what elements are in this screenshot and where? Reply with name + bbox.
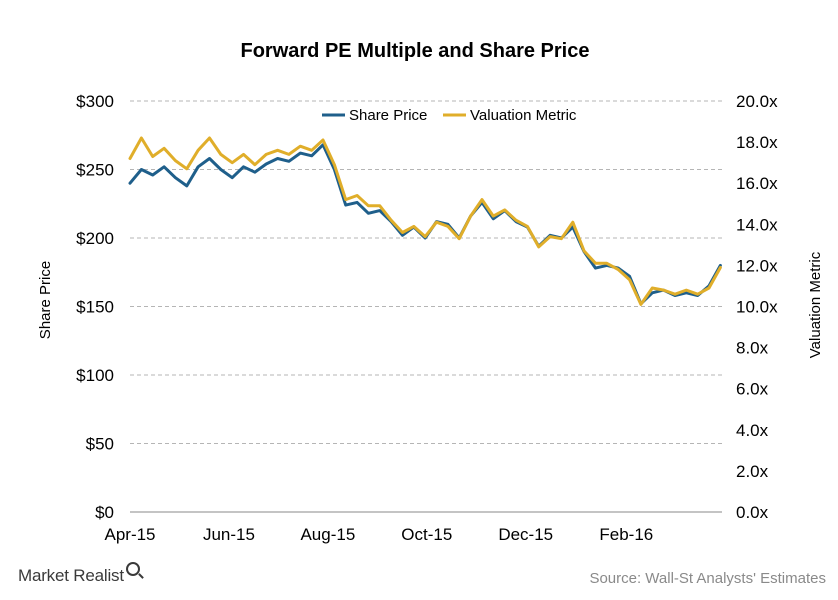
y-tick-label: $50	[86, 435, 114, 454]
x-axis: Apr-15 Jun-15 Aug-15 Oct-15 Dec-15 Feb-16	[104, 525, 653, 544]
x-tick-label: Apr-15	[104, 525, 155, 544]
y2-tick-label: 6.0x	[736, 380, 769, 399]
x-tick-label: Jun-15	[203, 525, 255, 544]
y2-tick-label: 12.0x	[736, 256, 778, 275]
y-tick-label: $0	[95, 503, 114, 522]
series-line-valuation-metric	[128, 136, 722, 306]
legend-label-share-price: Share Price	[349, 107, 427, 124]
legend-label-valuation-metric: Valuation Metric	[470, 107, 577, 124]
y-tick-label: $300	[76, 92, 114, 111]
series-line-share-price	[128, 143, 722, 306]
y-tick-label: $250	[76, 161, 114, 180]
y2-tick-label: 8.0x	[736, 339, 769, 358]
y2-tick-label: 20.0x	[736, 92, 778, 111]
y2-tick-label: 14.0x	[736, 215, 778, 234]
x-tick-label: Aug-15	[300, 525, 355, 544]
left-axis: $0 $50 $100 $150 $200 $250 $300	[76, 92, 114, 522]
y-tick-label: $150	[76, 298, 114, 317]
magnifier-icon	[125, 562, 140, 576]
legend: Share Price Valuation Metric	[322, 107, 577, 124]
x-tick-label: Dec-15	[498, 525, 553, 544]
y2-tick-label: 10.0x	[736, 298, 778, 317]
brand-logo: Market Realist	[18, 562, 140, 586]
y2-axis-title: Valuation Metric	[807, 251, 824, 358]
y-tick-label: $100	[76, 366, 114, 385]
x-tick-label: Feb-16	[599, 525, 653, 544]
y2-tick-label: 16.0x	[736, 174, 778, 193]
right-axis: 0.0x 2.0x 4.0x 6.0x 8.0x 10.0x 12.0x 14.0x 16.0x…	[736, 92, 778, 522]
y-axis-title: Share Price	[37, 261, 54, 339]
source-note: Source: Wall-St Analysts' Estimates	[589, 570, 826, 587]
y2-tick-label: 4.0x	[736, 421, 769, 440]
chart-title: Forward PE Multiple and Share Price	[241, 40, 590, 62]
y2-tick-label: 0.0x	[736, 503, 769, 522]
y-tick-label: $200	[76, 229, 114, 248]
gridlines	[130, 100, 722, 444]
y2-tick-label: 2.0x	[736, 462, 769, 481]
y2-tick-label: 18.0x	[736, 133, 778, 152]
x-tick-label: Oct-15	[401, 525, 452, 544]
series-lines	[128, 136, 722, 306]
brand-name: Market Realist	[18, 566, 124, 585]
